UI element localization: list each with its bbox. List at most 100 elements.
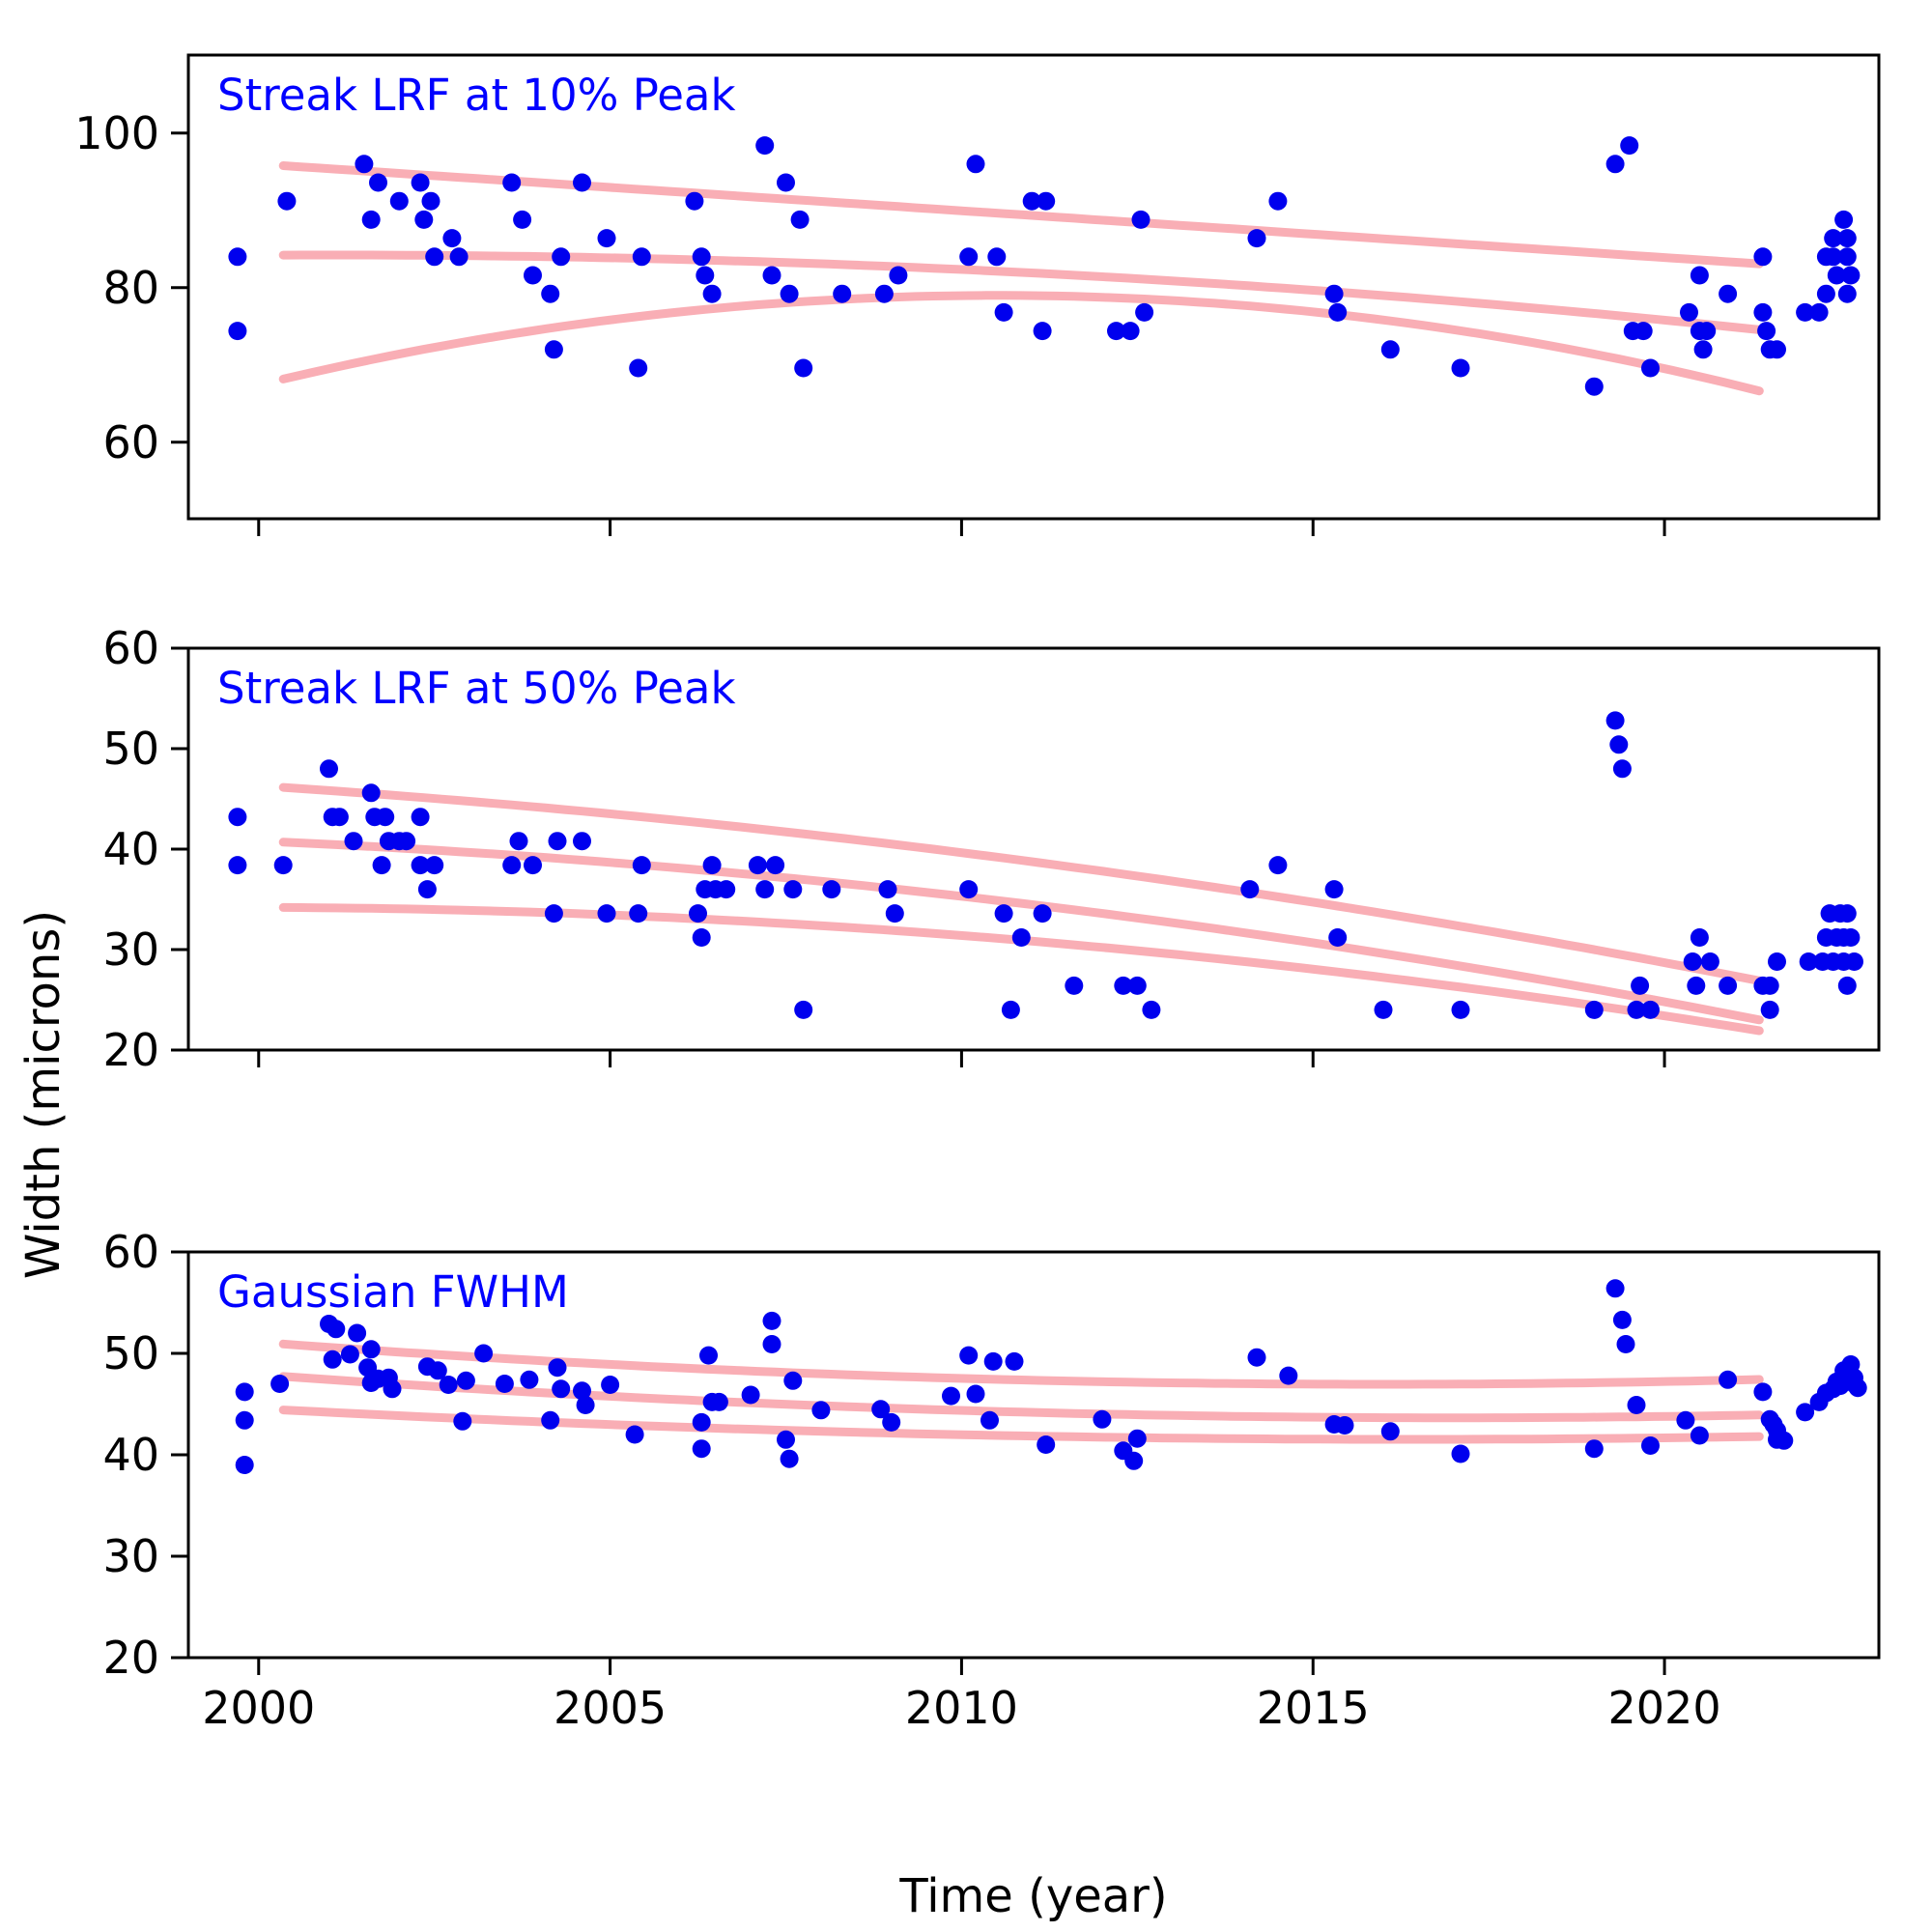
data-point: [1135, 302, 1154, 322]
data-point: [1033, 904, 1052, 923]
y-tick-label: 60: [102, 416, 159, 469]
data-point: [1033, 322, 1052, 341]
data-point: [1719, 284, 1738, 303]
y-tick-label: 80: [102, 262, 159, 314]
data-point: [1037, 1435, 1056, 1454]
data-point: [777, 1430, 795, 1449]
data-point: [699, 1346, 718, 1365]
data-point: [1753, 302, 1773, 322]
data-point: [509, 832, 528, 851]
data-point: [1584, 1000, 1604, 1019]
data-point: [1037, 191, 1056, 211]
data-point: [1690, 928, 1709, 947]
data-point: [942, 1386, 960, 1406]
data-point: [1584, 1439, 1604, 1459]
data-point: [361, 210, 381, 229]
data-point: [994, 302, 1013, 322]
data-point: [1837, 976, 1857, 995]
data-point: [548, 1358, 567, 1378]
data-point: [629, 358, 648, 378]
data-point: [790, 210, 810, 229]
data-point: [1693, 340, 1713, 359]
data-point: [340, 1345, 359, 1364]
data-point: [762, 266, 781, 285]
data-point: [1799, 952, 1818, 971]
data-point: [1127, 1429, 1147, 1448]
data-point: [1824, 229, 1843, 248]
data-point: [573, 1381, 591, 1401]
y-tick-label: 50: [102, 723, 159, 775]
data-point: [1687, 976, 1706, 995]
y-tick-label: 30: [102, 1530, 159, 1582]
data-point: [1845, 952, 1863, 971]
data-point: [987, 247, 1007, 267]
data-point: [783, 1371, 803, 1390]
data-point: [320, 759, 338, 779]
fit-curve-2-2: [278, 838, 1764, 1025]
data-point: [1719, 1370, 1738, 1389]
data-point: [597, 904, 616, 923]
data-point: [1065, 976, 1084, 995]
data-point: [442, 229, 462, 248]
y-axis-label: Width (microns): [16, 909, 71, 1280]
data-point: [552, 247, 571, 267]
y-tick-label: 100: [74, 107, 159, 159]
data-point: [692, 928, 711, 947]
data-point: [1680, 302, 1698, 322]
data-point: [601, 1376, 620, 1394]
data-point: [1107, 322, 1125, 341]
data-point: [1328, 302, 1348, 322]
data-point: [1380, 1422, 1400, 1441]
data-point: [428, 1361, 447, 1380]
data-point: [685, 191, 704, 211]
data-point: [597, 229, 616, 248]
x-tick-label: 2005: [554, 1682, 667, 1734]
data-point: [1612, 1310, 1632, 1329]
data-point: [822, 880, 841, 899]
data-point: [411, 808, 430, 827]
data-point: [692, 1439, 711, 1459]
data-point: [1612, 759, 1632, 779]
data-point: [541, 1410, 560, 1430]
y-tick-label: 50: [102, 1327, 159, 1379]
data-point: [1620, 136, 1639, 156]
data-point: [833, 284, 852, 303]
data-point: [1268, 856, 1288, 875]
data-point: [235, 1382, 254, 1402]
data-point: [1641, 1436, 1660, 1455]
data-point: [327, 1320, 346, 1339]
data-point: [1768, 340, 1786, 359]
data-point: [361, 1340, 381, 1359]
data-point: [1641, 358, 1660, 378]
data-point: [474, 1344, 494, 1363]
data-point: [329, 808, 349, 827]
data-point: [228, 247, 247, 267]
y-tick-label: 20: [102, 1632, 159, 1684]
data-point: [1796, 302, 1815, 322]
fit-curve-3-2: [278, 1372, 1764, 1423]
data-point: [1001, 1000, 1020, 1019]
data-point: [1121, 322, 1140, 341]
data-point: [717, 880, 736, 899]
data-point: [1627, 1000, 1646, 1019]
fit-curve-2-3: [278, 902, 1764, 1036]
data-point: [573, 832, 591, 851]
data-point: [1324, 880, 1344, 899]
data-point: [524, 856, 542, 875]
data-point: [544, 340, 563, 359]
data-point: [417, 880, 437, 899]
data-point: [273, 856, 293, 875]
data-point: [874, 284, 894, 303]
data-point: [228, 322, 247, 341]
data-point: [1837, 284, 1857, 303]
data-point: [361, 783, 381, 803]
data-point: [513, 210, 532, 229]
data-point: [632, 247, 651, 267]
data-point: [228, 856, 247, 875]
data-point: [544, 904, 563, 923]
data-point: [235, 1410, 254, 1430]
data-point: [1768, 952, 1786, 971]
data-point: [689, 904, 707, 923]
y-tick-label: 20: [102, 1024, 159, 1076]
data-point: [453, 1411, 472, 1431]
